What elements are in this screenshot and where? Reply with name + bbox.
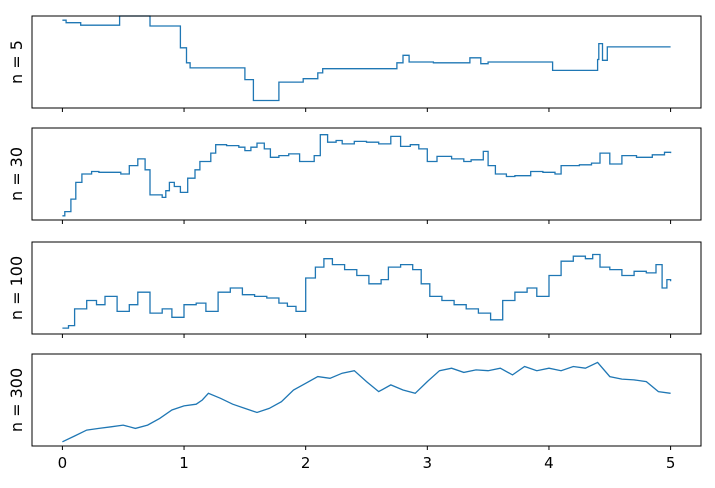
x-tick-label: 0 <box>58 454 68 472</box>
series-line <box>62 15 671 102</box>
subplot-3: n = 100 <box>7 241 702 338</box>
y-axis-label: n = 300 <box>7 368 26 432</box>
axes-frame <box>31 353 702 447</box>
axes-frame <box>31 127 702 221</box>
x-tick-label: 5 <box>666 454 676 472</box>
axes-frame <box>31 241 702 335</box>
y-axis-label: n = 5 <box>7 40 26 84</box>
x-tick-label: 4 <box>544 454 554 472</box>
series-line <box>62 361 671 443</box>
series-line <box>62 134 672 217</box>
series-line <box>62 253 672 329</box>
subplot-1: n = 5 <box>7 15 702 112</box>
subplot-2: n = 30 <box>7 127 702 224</box>
y-axis-label: n = 100 <box>7 256 26 320</box>
x-tick-label: 1 <box>179 454 189 472</box>
panels: n = 5 n = 30 n = 100 0 1 2 3 4 5 n = 300 <box>7 15 702 472</box>
x-tick-label: 3 <box>423 454 433 472</box>
axes-frame <box>31 15 702 109</box>
y-axis-label: n = 30 <box>7 147 26 201</box>
subplot-4: 0 1 2 3 4 5 n = 300 <box>7 353 702 472</box>
x-tick-label: 2 <box>301 454 311 472</box>
